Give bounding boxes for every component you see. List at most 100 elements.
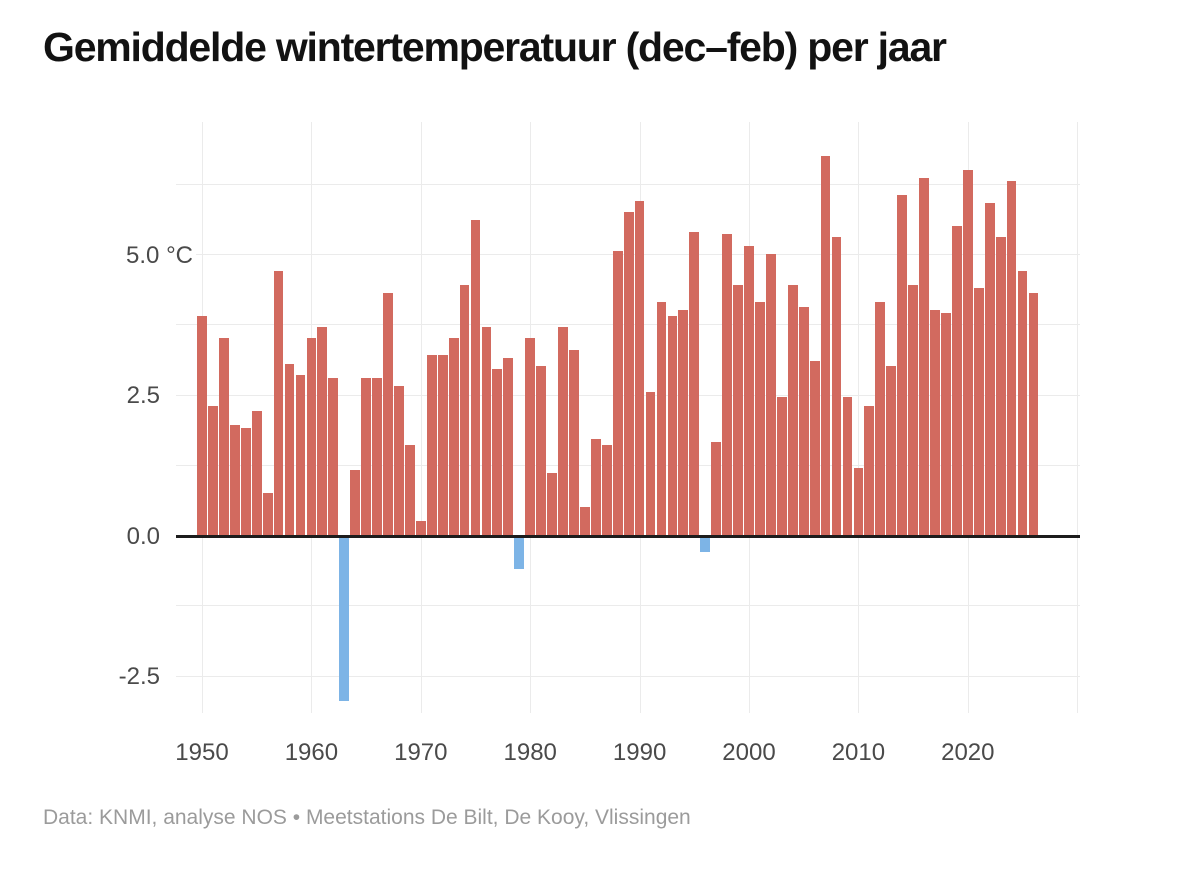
bar-2016 xyxy=(919,178,929,535)
y-tick-label: -2.5 xyxy=(115,663,163,691)
bar-1956 xyxy=(262,492,273,535)
bar-1986 xyxy=(590,439,601,535)
bar-1984 xyxy=(569,349,579,535)
bar-1981 xyxy=(536,366,547,535)
bar-2000 xyxy=(744,245,754,535)
bar-2004 xyxy=(787,284,798,535)
bar-1985 xyxy=(580,506,590,535)
bar-1965 xyxy=(361,377,371,535)
bar-2007 xyxy=(820,155,831,535)
bar-1963 xyxy=(339,538,350,701)
bar-1976 xyxy=(481,327,492,535)
bar-1960 xyxy=(306,338,317,535)
bar-1957 xyxy=(273,270,284,535)
bar-1999 xyxy=(733,284,743,535)
chart-title: Gemiddelde wintertemperatuur (dec–feb) p… xyxy=(43,24,947,70)
x-tick-label: 1980 xyxy=(503,739,557,766)
bar-1994 xyxy=(678,310,689,535)
bar-1982 xyxy=(547,473,557,535)
bar-1973 xyxy=(448,338,459,535)
bar-1962 xyxy=(328,377,339,535)
bar-1958 xyxy=(284,363,295,535)
bar-1987 xyxy=(601,445,612,535)
bar-2024 xyxy=(1006,180,1017,535)
x-tick-label: 1960 xyxy=(284,739,339,766)
bar-1974 xyxy=(459,284,470,535)
bar-2019 xyxy=(951,225,962,535)
bar-1998 xyxy=(722,234,733,535)
bar-2023 xyxy=(995,237,1006,535)
bar-2017 xyxy=(930,310,940,535)
x-tick-label: 2020 xyxy=(941,739,995,766)
bar-2010 xyxy=(853,467,864,535)
bar-1989 xyxy=(623,211,634,535)
x-tick-label: 1990 xyxy=(612,739,667,766)
bar-1961 xyxy=(317,327,328,535)
x-tick-label: 2000 xyxy=(722,739,776,766)
bar-2008 xyxy=(831,237,842,535)
bar-2003 xyxy=(776,397,787,535)
x-gridline xyxy=(1077,122,1078,713)
bar-1969 xyxy=(404,445,415,535)
bar-2012 xyxy=(875,301,886,535)
bar-1972 xyxy=(437,355,448,535)
x-gridline xyxy=(421,122,422,713)
bar-2022 xyxy=(984,203,995,535)
bar-1996 xyxy=(700,538,711,552)
bar-2026 xyxy=(1028,293,1039,535)
bar-1953 xyxy=(229,425,240,535)
bar-1995 xyxy=(689,231,700,535)
y-tick-label: 0.0 xyxy=(123,522,163,551)
bar-1980 xyxy=(525,338,536,535)
bar-1955 xyxy=(251,411,262,535)
bar-1966 xyxy=(372,377,382,535)
bar-1950 xyxy=(197,315,207,535)
x-tick-label: 1950 xyxy=(175,739,229,766)
source-caption: Data: KNMI, analyse NOS • Meetstations D… xyxy=(43,806,691,829)
x-gridline xyxy=(858,122,859,713)
bar-1951 xyxy=(208,405,218,535)
bar-1997 xyxy=(711,442,722,535)
bar-1983 xyxy=(558,327,568,535)
x-tick-label: 1970 xyxy=(394,739,448,766)
bar-1959 xyxy=(295,374,306,535)
bar-2009 xyxy=(842,397,853,535)
zero-axis-line xyxy=(176,535,1080,538)
x-tick-label: 2010 xyxy=(831,739,886,766)
bar-1979 xyxy=(514,538,525,569)
bar-2013 xyxy=(886,366,897,535)
bar-2002 xyxy=(765,254,776,535)
y-tick-label: 5.0 °C xyxy=(123,241,196,270)
bar-1977 xyxy=(492,369,503,535)
bar-1991 xyxy=(645,391,656,535)
bar-2014 xyxy=(897,194,908,535)
bar-1964 xyxy=(350,470,361,535)
bar-2021 xyxy=(973,287,984,535)
bar-2025 xyxy=(1017,270,1028,535)
bar-1971 xyxy=(426,355,437,535)
bar-1954 xyxy=(240,428,251,535)
bar-2006 xyxy=(809,360,820,535)
y-gridline xyxy=(176,675,1080,677)
bar-1968 xyxy=(394,386,404,535)
y-gridline xyxy=(176,605,1080,607)
bar-1967 xyxy=(383,293,393,535)
bar-1992 xyxy=(656,301,667,535)
bar-2001 xyxy=(755,301,765,535)
bar-1990 xyxy=(634,200,645,535)
bar-2005 xyxy=(798,307,809,535)
bar-2015 xyxy=(908,284,918,535)
bar-1978 xyxy=(503,357,514,535)
bar-1970 xyxy=(415,520,426,535)
bar-2011 xyxy=(864,405,875,535)
bar-1988 xyxy=(612,251,623,535)
bar-1952 xyxy=(218,338,229,535)
bar-1993 xyxy=(667,315,678,535)
bar-2018 xyxy=(941,313,951,535)
bar-1975 xyxy=(470,220,481,535)
y-tick-label: 2.5 xyxy=(123,382,163,410)
bar-2020 xyxy=(962,169,973,535)
y-gridline xyxy=(176,183,1080,185)
